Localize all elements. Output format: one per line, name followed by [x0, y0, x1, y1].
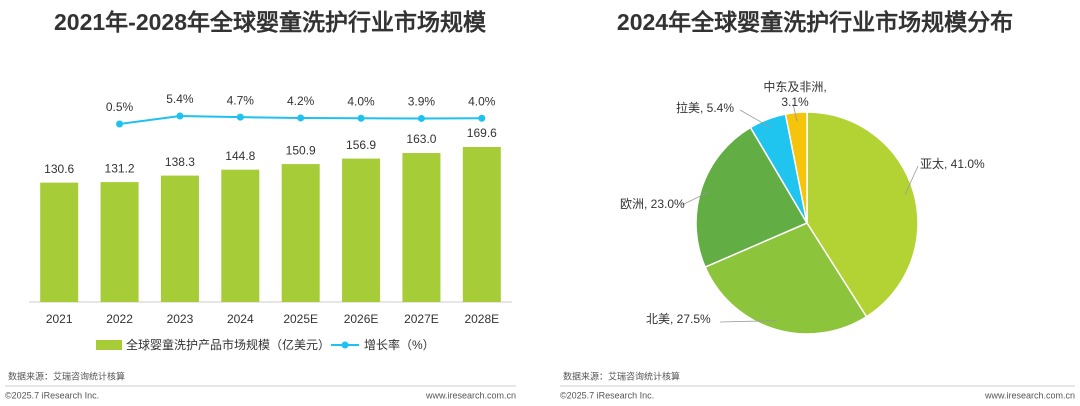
url: www.iresearch.com.cn [425, 390, 516, 400]
pie-label: 亚太, 41.0% [920, 157, 985, 171]
bar [221, 169, 260, 302]
bar [281, 164, 320, 302]
growth-dot [478, 114, 486, 122]
legend-label: 增长率（%） [364, 337, 435, 352]
pie-label: 欧洲, 23.0% [620, 197, 685, 211]
source: 数据来源：艾瑞咨询统计核算 [8, 370, 125, 381]
bar-value-label: 138.3 [165, 155, 195, 169]
bar [100, 182, 139, 302]
growth-label: 5.4% [166, 92, 194, 106]
bar-value-label: 130.6 [44, 162, 74, 176]
growth-dot [297, 114, 305, 122]
growth-dot [176, 112, 184, 120]
bar [40, 182, 79, 302]
x-tick-label: 2024 [227, 312, 254, 326]
bar-value-label: 169.6 [467, 126, 497, 140]
leader-line [739, 109, 771, 128]
leader-line [719, 320, 777, 323]
bar-value-label: 156.9 [346, 138, 376, 152]
bar [342, 158, 381, 302]
pie-slice [784, 111, 808, 224]
growth-dot [116, 120, 124, 128]
x-tick-label: 2022 [106, 312, 133, 326]
bar [402, 153, 441, 302]
bar-value-label: 144.8 [225, 149, 255, 163]
bar [160, 175, 199, 302]
x-tick-label: 2026E [344, 312, 379, 326]
growth-dot [357, 114, 365, 122]
copyright: ©2025.7 iResearch Inc. [5, 390, 99, 400]
legend-label: 全球婴童洗护产品市场规模（亿美元） [126, 337, 330, 352]
x-tick-label: 2028E [464, 312, 499, 326]
bar [462, 147, 501, 302]
bar-value-label: 131.2 [105, 161, 135, 175]
source: 数据来源：艾瑞咨询统计核算 [563, 370, 680, 381]
bar-value-label: 150.9 [286, 143, 316, 157]
growth-label: 4.2% [287, 94, 315, 108]
legend-swatch [96, 340, 122, 350]
x-tick-label: 2025E [283, 312, 318, 326]
pie-slice [695, 126, 809, 269]
growth-dot [236, 113, 244, 121]
pie-label: 北美, 27.5% [646, 312, 711, 326]
copyright: ©2025.7 iResearch Inc. [560, 390, 654, 400]
growth-label: 0.5% [106, 100, 134, 114]
chart-title: 2021年-2028年全球婴童洗护行业市场规模 [54, 9, 487, 35]
growth-label: 4.7% [227, 93, 255, 107]
legend-dot [341, 341, 349, 349]
bar-value-label: 163.0 [406, 132, 436, 146]
growth-dot [417, 114, 425, 122]
url: www.iresearch.com.cn [984, 390, 1075, 400]
growth-label: 4.0% [468, 94, 496, 108]
growth-label: 3.9% [408, 95, 436, 109]
leader-line [904, 165, 919, 195]
chart-title: 2024年全球婴童洗护行业市场规模分布 [617, 9, 1013, 35]
x-tick-label: 2023 [167, 312, 194, 326]
x-tick-label: 2027E [404, 312, 439, 326]
pie-label: 中东及非洲, 3.1% [763, 80, 827, 109]
x-tick-label: 2021 [46, 312, 73, 326]
leader-line [792, 103, 798, 122]
pie-label: 拉美, 5.4% [676, 101, 735, 115]
pie-slice [704, 222, 868, 335]
leader-line [681, 191, 711, 206]
growth-label: 4.0% [347, 94, 375, 108]
